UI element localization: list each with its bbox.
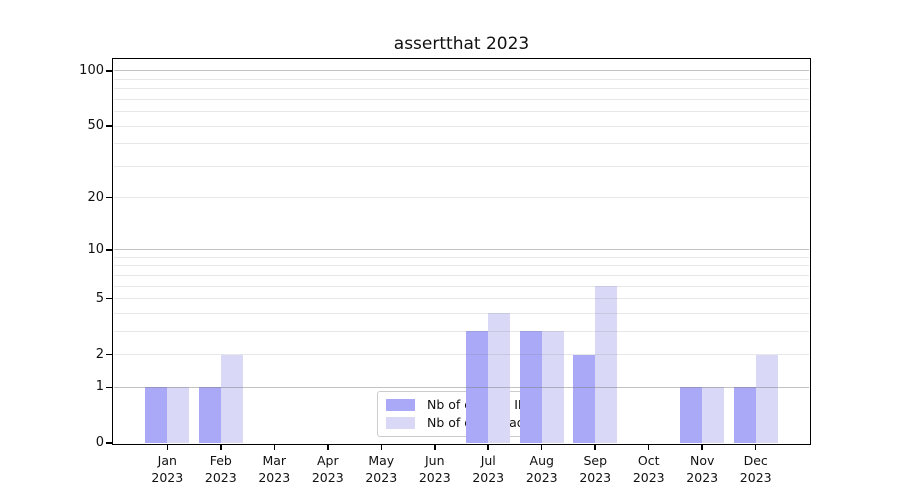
bar-downloads — [755, 354, 778, 444]
bar-downloads — [702, 387, 725, 444]
y-tick-label: 50 — [87, 118, 104, 134]
y-tick-label: 5 — [95, 290, 104, 306]
x-tick-mark — [220, 445, 222, 450]
x-tick-label: Jan 2023 — [151, 453, 184, 485]
legend-item-downloads: Nb of downloads — [386, 415, 535, 431]
legend-swatch-distinct-ips-icon — [386, 399, 415, 411]
x-tick-mark — [754, 445, 757, 450]
minor-gridline — [113, 165, 810, 167]
x-tick-mark — [701, 445, 703, 450]
bar-distinct-ips — [466, 331, 489, 444]
bar-distinct-ips — [680, 387, 703, 444]
x-tick-label: Sep 2023 — [579, 453, 612, 485]
x-tick-mark — [434, 445, 436, 450]
x-tick-mark — [327, 445, 329, 450]
x-tick-mark — [594, 445, 596, 450]
bar-distinct-ips — [145, 387, 168, 444]
minor-gridline — [113, 143, 810, 145]
minor-gridline — [113, 111, 810, 113]
bar-distinct-ips — [573, 354, 596, 444]
x-tick-mark — [166, 445, 169, 450]
y-tick-label: 20 — [87, 189, 104, 205]
x-tick-label: Aug 2023 — [525, 453, 558, 485]
major-gridline — [113, 249, 810, 251]
x-tick-label: Feb 2023 — [204, 453, 237, 485]
major-gridline — [113, 70, 810, 72]
minor-gridline — [113, 312, 810, 314]
legend-swatch-downloads-icon — [386, 417, 415, 429]
y-tick-mark — [106, 249, 112, 251]
y-tick-mark — [106, 386, 112, 389]
minor-gridline — [113, 285, 810, 287]
bar-downloads — [488, 313, 511, 444]
y-tick-mark — [106, 196, 112, 199]
bar-downloads — [220, 354, 243, 444]
minor-gridline — [113, 125, 810, 127]
x-tick-label: Jun 2023 — [418, 453, 451, 485]
y-tick-label: 0 — [95, 435, 104, 451]
minor-gridline — [113, 88, 810, 90]
major-gridline — [113, 386, 810, 388]
bar-distinct-ips — [733, 387, 756, 444]
minor-gridline — [113, 298, 810, 300]
minor-gridline — [113, 274, 810, 276]
x-tick-mark — [487, 445, 489, 450]
x-tick-mark — [647, 445, 650, 450]
bar-distinct-ips — [519, 331, 542, 444]
bar-distinct-ips — [198, 387, 221, 444]
y-tick-mark — [106, 442, 112, 444]
chart-title: assertthat 2023 — [393, 34, 530, 54]
y-tick-mark — [106, 297, 112, 300]
x-tick-label: Apr 2023 — [311, 453, 344, 485]
y-tick-label: 2 — [95, 346, 104, 362]
y-tick-label: 10 — [87, 241, 104, 257]
minor-gridline — [113, 98, 810, 100]
x-tick-mark — [273, 445, 276, 450]
x-tick-mark — [540, 445, 543, 450]
y-tick-label: 100 — [79, 62, 104, 78]
legend-item-distinct-ips: Nb of distinct IPs — [386, 397, 535, 413]
x-tick-label: Oct 2023 — [632, 453, 665, 485]
minor-gridline — [113, 197, 810, 199]
x-tick-label: May 2023 — [365, 453, 398, 485]
minor-gridline — [113, 256, 810, 258]
bar-downloads — [595, 286, 618, 444]
x-tick-label: Nov 2023 — [686, 453, 719, 485]
bar-downloads — [167, 387, 190, 444]
x-tick-label: Mar 2023 — [258, 453, 291, 485]
x-tick-label: Jul 2023 — [472, 453, 505, 485]
bar-downloads — [541, 331, 564, 444]
minor-gridline — [113, 354, 810, 356]
y-tick-label: 1 — [95, 379, 104, 395]
x-tick-label: Dec 2023 — [739, 453, 772, 485]
y-tick-mark — [106, 125, 112, 127]
minor-gridline — [113, 78, 810, 80]
minor-gridline — [113, 265, 810, 267]
y-tick-mark — [106, 353, 112, 356]
minor-gridline — [113, 330, 810, 332]
x-tick-mark — [380, 445, 382, 450]
y-tick-mark — [106, 70, 112, 72]
